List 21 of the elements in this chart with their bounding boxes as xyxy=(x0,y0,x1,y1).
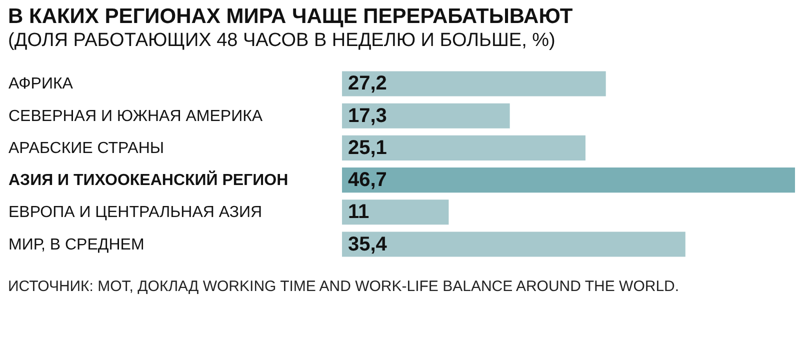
data-label: 25,1 xyxy=(348,136,387,159)
y-tick-label: АЗИЯ И ТИХООКЕАНСКИЙ РЕГИОН xyxy=(8,170,288,190)
data-label: 27,2 xyxy=(348,72,387,95)
bar xyxy=(342,103,510,128)
y-tick-label: АФРИКА xyxy=(8,76,74,93)
y-tick-label: МИР, В СРЕДНЕМ xyxy=(8,236,144,254)
bar xyxy=(342,71,606,96)
bar xyxy=(342,232,686,257)
bar xyxy=(342,168,795,193)
data-label: 35,4 xyxy=(348,233,388,256)
chart-title: В КАКИХ РЕГИОНАХ МИРА ЧАЩЕ ПЕРЕРАБАТЫВАЮТ xyxy=(8,5,573,28)
bar xyxy=(342,135,586,160)
data-label: 17,3 xyxy=(348,104,387,127)
data-label: 11 xyxy=(348,201,370,224)
data-label: 46,7 xyxy=(348,169,387,192)
text: ИСТОЧНИК: МОТ, ДОКЛАД WORKING TIME AND WORK-LIFE BALANCE AROUND THE WORLD. xyxy=(8,278,680,295)
y-tick-label: СЕВЕРНАЯ И ЮЖНАЯ АМЕРИКА xyxy=(8,108,263,125)
y-tick-label: ЕВРОПА И ЦЕНТРАЛЬНАЯ АЗИЯ xyxy=(8,204,262,222)
bar xyxy=(342,200,449,225)
y-tick-label: АРАБСКИЕ СТРАНЫ xyxy=(8,140,164,157)
chart-subtitle: (ДОЛЯ РАБОТАЮЩИХ 48 ЧАСОВ В НЕДЕЛЮ И БОЛЬШЕ, %) xyxy=(8,30,556,51)
